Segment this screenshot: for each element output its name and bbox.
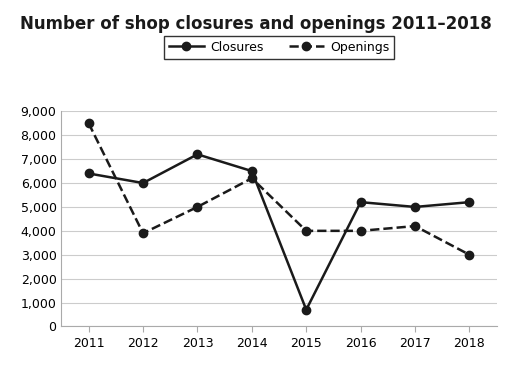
Closures [140,181,146,185]
Closures [303,308,309,312]
Openings [249,176,255,180]
Closures [249,169,255,173]
Closures [86,171,92,176]
Legend: Closures, Openings: Closures, Openings [164,36,394,59]
Openings [195,205,201,209]
Openings [303,229,309,233]
Closures [466,200,473,204]
Openings [357,229,364,233]
Closures [195,152,201,157]
Line: Closures: Closures [84,150,474,314]
Line: Openings: Openings [84,119,474,259]
Text: Number of shop closures and openings 2011–2018: Number of shop closures and openings 201… [20,15,492,33]
Openings [86,121,92,125]
Closures [357,200,364,204]
Openings [466,253,473,257]
Closures [412,205,418,209]
Openings [412,224,418,228]
Openings [140,231,146,236]
